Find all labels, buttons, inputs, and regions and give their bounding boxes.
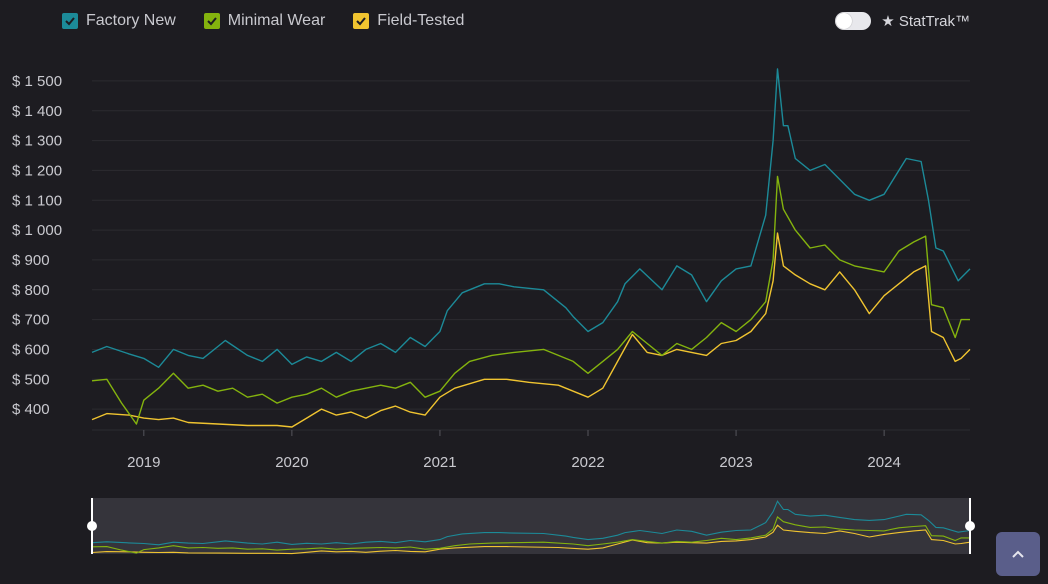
navigator-series-minimal-wear — [91, 515, 970, 554]
checkbox-checked-icon[interactable] — [353, 13, 370, 29]
legend-item-factory-new[interactable]: Factory New — [62, 12, 176, 30]
legend-label: Field-Tested — [377, 12, 465, 29]
y-tick-label: $ 800 — [12, 282, 50, 299]
x-tick-label: 2020 — [275, 454, 308, 471]
y-tick-label: $ 1 200 — [12, 162, 62, 179]
navigator-series-field-tested — [91, 524, 971, 555]
stattrak-toggle[interactable] — [835, 12, 872, 30]
series-line-field-tested — [91, 232, 971, 428]
legend-label: Factory New — [86, 12, 176, 29]
y-tick-label: $ 1 300 — [12, 133, 62, 150]
series-line-minimal-wear — [91, 175, 970, 425]
navigator-handle-left[interactable] — [87, 521, 97, 531]
y-tick-label: $ 1 400 — [12, 103, 62, 120]
y-tick-label: $ 1 100 — [12, 192, 62, 209]
x-tick-label: 2023 — [719, 454, 752, 471]
y-tick-label: $ 1 500 — [12, 73, 62, 90]
y-tick-label: $ 500 — [12, 371, 50, 388]
checkbox-checked-icon[interactable] — [203, 13, 220, 29]
series-line-factory-new — [91, 68, 971, 368]
stattrak-label: ★ StatTrak™ — [881, 13, 970, 30]
y-tick-label: $ 700 — [12, 312, 50, 329]
checkbox-checked-icon[interactable] — [62, 13, 78, 29]
scroll-to-top-button[interactable] — [996, 532, 1040, 576]
navigator-window — [92, 498, 970, 554]
x-tick-label: 2024 — [867, 454, 900, 471]
x-tick-label: 2019 — [127, 454, 160, 471]
legend-label: Minimal Wear — [227, 12, 326, 29]
legend-item-minimal-wear[interactable]: Minimal Wear — [203, 12, 326, 30]
toggle-knob — [836, 13, 853, 29]
chevron-up-icon — [1012, 550, 1024, 558]
y-tick-label: $ 1 000 — [12, 222, 62, 239]
navigator-series-factory-new — [91, 500, 971, 546]
legend: Factory New Minimal Wear Field-Tested — [62, 12, 464, 30]
y-tick-label: $ 400 — [12, 401, 50, 418]
legend-item-field-tested[interactable]: Field-Tested — [353, 12, 464, 30]
stattrak-toggle-group: ★ StatTrak™ — [835, 12, 970, 30]
y-tick-label: $ 900 — [12, 252, 50, 269]
navigator-handle-right[interactable] — [965, 521, 975, 531]
x-tick-label: 2021 — [423, 454, 456, 471]
y-tick-label: $ 600 — [12, 341, 50, 358]
x-tick-label: 2022 — [571, 454, 604, 471]
